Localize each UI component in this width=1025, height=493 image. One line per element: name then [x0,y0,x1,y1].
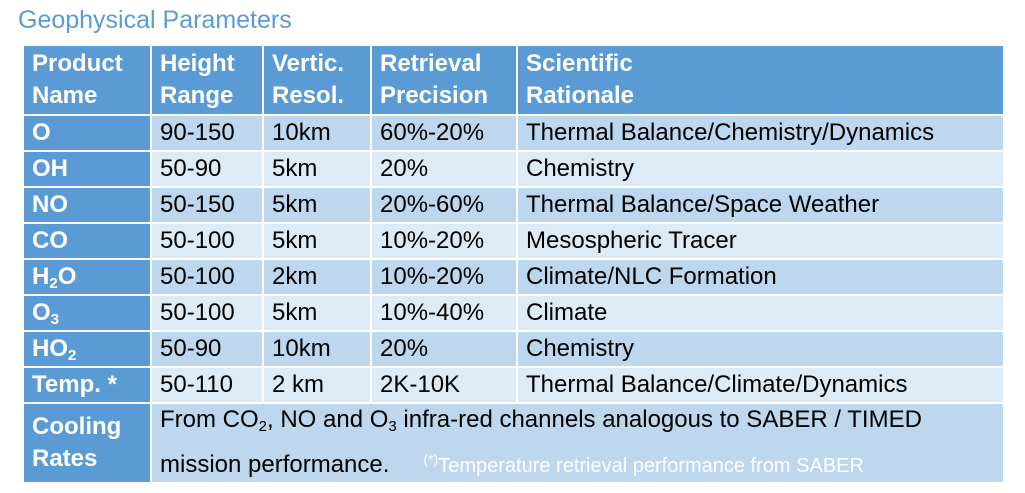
scientific-rationale-cell: Mesospheric Tracer [516,222,1005,260]
product-name-cell: OH [22,150,152,188]
table-row: OH 50-90 5km 20% Chemistry [22,150,1005,188]
footnote: (*)Temperature retrieval performance fro… [423,451,864,477]
retrieval-precision-cell: 20%-60% [370,186,518,224]
vertical-resolution-cell: 5km [262,186,372,224]
height-range-cell: 50-100 [150,222,264,260]
table-row: O3 50-100 5km 10%-40% Climate [22,294,1005,332]
vertical-resolution-cell: 5km [262,294,372,332]
height-range-cell: 50-100 [150,294,264,332]
header-product-name: Product Name [22,44,152,116]
height-range-cell: 50-110 [150,366,264,404]
vertical-resolution-cell: 10km [262,114,372,152]
height-range-cell: 50-100 [150,258,264,296]
table-row: CO 50-100 5km 10%-20% Mesospheric Tracer [22,222,1005,260]
vertical-resolution-cell: 5km [262,222,372,260]
parameters-table: Product Name Height Range Vertic. Resol. Re… [22,44,1005,484]
header-height-range: Height Range [150,44,264,116]
product-name-cell: O3 [22,294,152,332]
product-name-cell: H2O [22,258,152,296]
product-name-cell: Temp. * [22,366,152,404]
vertical-resolution-cell: 2 km [262,366,372,404]
height-range-cell: 50-90 [150,150,264,188]
table-row: NO 50-150 5km 20%-60% Thermal Balance/Space … [22,186,1005,224]
vertical-resolution-cell: 5km [262,150,372,188]
vertical-resolution-cell: 2km [262,258,372,296]
retrieval-precision-cell: 60%-20% [370,114,518,152]
cooling-rates-row: Cooling Rates From CO2, NO and O3 infra-r… [22,402,1005,484]
scientific-rationale-cell: Thermal Balance/Space Weather [516,186,1005,224]
scientific-rationale-cell: Climate/NLC Formation [516,258,1005,296]
header-scientific-rationale: Scientific Rationale [516,44,1005,116]
vertical-resolution-cell: 10km [262,330,372,368]
scientific-rationale-cell: Thermal Balance/Climate/Dynamics [516,366,1005,404]
table-row: HO2 50-90 10km 20% Chemistry [22,330,1005,368]
header-retrieval-precision: Retrieval Precision [370,44,518,116]
scientific-rationale-cell: Chemistry [516,150,1005,188]
height-range-cell: 50-90 [150,330,264,368]
header-row: Product Name Height Range Vertic. Resol. Re… [22,44,1005,116]
cooling-rates-label: Cooling Rates [22,402,152,484]
scientific-rationale-cell: Thermal Balance/Chemistry/Dynamics [516,114,1005,152]
retrieval-precision-cell: 10%-40% [370,294,518,332]
retrieval-precision-cell: 10%-20% [370,222,518,260]
retrieval-precision-cell: 20% [370,330,518,368]
page-title: Geophysical Parameters [18,6,292,34]
product-name-cell: HO2 [22,330,152,368]
retrieval-precision-cell: 20% [370,150,518,188]
retrieval-precision-cell: 2K-10K [370,366,518,404]
scientific-rationale-cell: Climate [516,294,1005,332]
product-name-cell: NO [22,186,152,224]
table-row: Temp. * 50-110 2 km 2K-10K Thermal Balance/C… [22,366,1005,404]
header-vertical-resolution: Vertic. Resol. [262,44,372,116]
product-name-cell: O [22,114,152,152]
cooling-rates-description: From CO2, NO and O3 infra-red channels a… [150,402,1005,484]
height-range-cell: 50-150 [150,186,264,224]
table-row: O 90-150 10km 60%-20% Thermal Balance/Chemis… [22,114,1005,152]
retrieval-precision-cell: 10%-20% [370,258,518,296]
scientific-rationale-cell: Chemistry [516,330,1005,368]
height-range-cell: 90-150 [150,114,264,152]
product-name-cell: CO [22,222,152,260]
table-row: H2O 50-100 2km 10%-20% Climate/NLC Formation [22,258,1005,296]
